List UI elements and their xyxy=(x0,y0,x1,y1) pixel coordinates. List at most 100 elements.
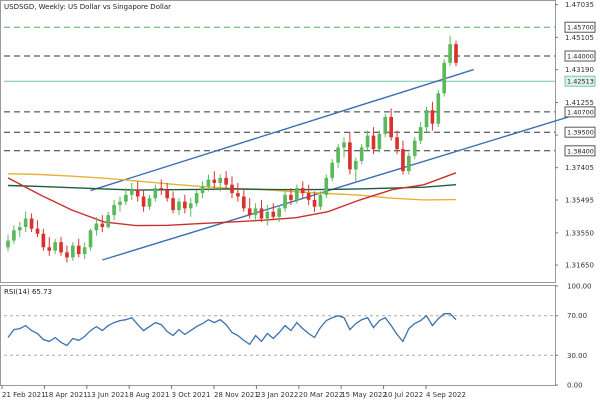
candle xyxy=(218,174,223,192)
candle-body xyxy=(318,194,323,207)
candle-body xyxy=(395,137,399,150)
candle-body xyxy=(289,194,293,200)
candle-body xyxy=(236,193,240,197)
candle xyxy=(412,137,417,160)
candle-body xyxy=(171,198,175,211)
horizontal-levels xyxy=(4,26,555,152)
rsi-panel-frame xyxy=(0,285,556,386)
level-price-tag xyxy=(564,106,596,118)
candle-body xyxy=(94,223,99,231)
candle-body xyxy=(407,155,411,172)
candle xyxy=(100,215,105,233)
candle-body xyxy=(47,247,52,251)
candle xyxy=(112,199,116,221)
candle-body xyxy=(41,233,46,248)
candle xyxy=(147,194,152,211)
candle-body xyxy=(200,186,205,194)
candle xyxy=(212,171,217,189)
candle xyxy=(289,188,293,205)
chart-title: USDSGD, Weekly: US Dollar vs Singapore D… xyxy=(4,3,171,11)
candle xyxy=(59,237,63,256)
candle-body xyxy=(247,208,252,216)
candle xyxy=(23,211,28,233)
level-price-tag-label: 1.44000 xyxy=(567,53,594,61)
candle-body xyxy=(359,147,364,161)
candle xyxy=(271,203,276,221)
candle-body xyxy=(71,245,75,258)
candle xyxy=(17,221,22,238)
candle-body xyxy=(454,44,458,63)
time-tick-label: 20 Mar 2022 xyxy=(299,391,343,399)
candle-body xyxy=(100,223,105,227)
candle xyxy=(283,191,287,212)
candle xyxy=(159,179,164,195)
candle xyxy=(277,204,281,222)
candle xyxy=(71,242,75,261)
candle xyxy=(88,228,93,251)
candle xyxy=(365,130,370,151)
rsi-tick-label: 100.00 xyxy=(567,283,592,291)
time-tick-label: 3 Oct 2021 xyxy=(172,391,211,399)
level-price-tags: 1.45700 1.44000 1.42513 1.40700 1.39500 1.384… xyxy=(564,21,596,157)
candle-body xyxy=(17,226,22,231)
candle-body xyxy=(371,135,376,150)
candle xyxy=(194,189,199,207)
candle-body xyxy=(430,110,435,124)
price-tick-label: 1.43190 xyxy=(565,66,594,74)
candle xyxy=(436,89,441,128)
candle xyxy=(124,188,128,205)
candle xyxy=(377,130,382,153)
candle-body xyxy=(389,116,393,138)
candle-body xyxy=(330,162,335,178)
time-tick-label: 21 Feb 2021 xyxy=(2,391,46,399)
candle xyxy=(41,228,46,251)
candle xyxy=(153,184,158,202)
candle xyxy=(241,189,246,212)
candle-body xyxy=(295,188,299,200)
level-price-tag xyxy=(564,21,596,33)
candle-body xyxy=(165,189,169,199)
candle xyxy=(359,144,364,165)
price-tick-label: 1.31650 xyxy=(565,262,594,270)
price-tick-label: 1.45105 xyxy=(565,34,594,42)
time-tick-label: 4 Sep 2022 xyxy=(426,391,466,399)
candle xyxy=(165,182,169,202)
candle-body xyxy=(124,194,128,202)
level-price-tag-label: 1.39500 xyxy=(567,129,594,137)
candle xyxy=(6,234,10,252)
price-tick-label: 1.47035 xyxy=(565,1,594,9)
channel-line-lower xyxy=(102,114,575,261)
candle xyxy=(336,144,340,168)
candle xyxy=(383,113,388,138)
candle-body xyxy=(377,133,382,150)
candle-body xyxy=(324,177,329,195)
candle xyxy=(29,213,34,233)
candle-body xyxy=(348,142,352,170)
candle-body xyxy=(12,230,16,241)
candle-body xyxy=(271,211,276,217)
level-price-tag xyxy=(564,145,596,157)
candle-body xyxy=(312,199,317,207)
time-tick-label: 8 Aug 2021 xyxy=(129,391,169,399)
candle-body xyxy=(300,188,305,194)
price-tick-label: 1.41255 xyxy=(565,99,594,107)
price-tick-label: 1.33550 xyxy=(565,229,594,237)
price-tick-label: 1.35495 xyxy=(565,196,594,204)
level-price-tag-label: 1.42513 xyxy=(567,78,594,86)
candle xyxy=(141,189,146,212)
candle-body xyxy=(153,188,158,199)
level-price-tag-label: 1.45700 xyxy=(567,24,594,32)
trend-channel xyxy=(90,68,575,261)
rsi-tick-label: 70.00 xyxy=(567,312,587,320)
candle-body xyxy=(442,62,447,94)
candle-body xyxy=(412,140,417,156)
candle xyxy=(106,211,111,229)
candle-body xyxy=(82,247,87,255)
candle-body xyxy=(76,245,81,255)
time-tick-label: 28 Nov 2021 xyxy=(214,391,259,399)
candle xyxy=(236,182,240,202)
candle xyxy=(318,191,323,211)
candle xyxy=(135,181,140,202)
level-price-tag xyxy=(564,50,596,62)
